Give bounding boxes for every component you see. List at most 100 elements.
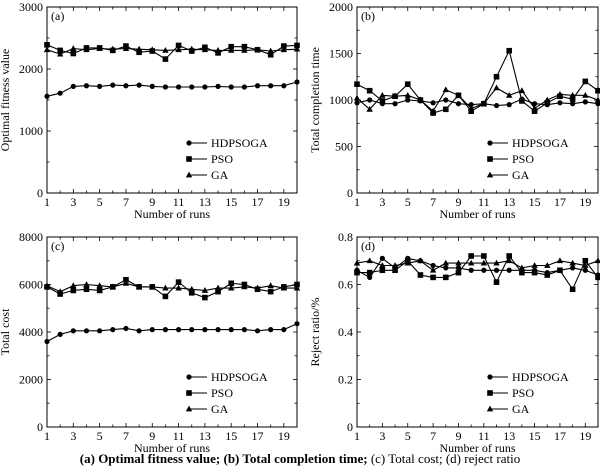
data-point bbox=[468, 253, 474, 259]
x-tick-label: 1 bbox=[354, 195, 360, 209]
data-point bbox=[519, 98, 525, 104]
data-point bbox=[443, 265, 449, 271]
data-point bbox=[96, 287, 103, 294]
x-tick-label: 15 bbox=[529, 195, 541, 209]
data-point bbox=[149, 46, 156, 53]
data-point bbox=[493, 84, 500, 91]
data-point bbox=[506, 102, 512, 108]
series-line bbox=[46, 282, 297, 293]
data-point bbox=[582, 78, 589, 85]
x-tick-label: 5 bbox=[97, 429, 103, 443]
data-point bbox=[293, 284, 301, 291]
data-point bbox=[57, 331, 63, 337]
data-point bbox=[391, 262, 399, 268]
x-tick-label: 15 bbox=[529, 429, 541, 443]
data-point bbox=[96, 282, 103, 289]
data-point bbox=[228, 84, 234, 90]
data-point bbox=[241, 47, 248, 53]
data-point bbox=[404, 91, 411, 98]
legend: HDPSOGA PSO GA bbox=[185, 136, 268, 182]
x-tick-label: 1 bbox=[44, 195, 50, 209]
data-point bbox=[43, 282, 51, 289]
series-pso bbox=[354, 47, 600, 116]
data-point bbox=[189, 84, 195, 90]
x-tick-label: 3 bbox=[379, 195, 385, 209]
y-tick-label: 1500 bbox=[329, 47, 353, 61]
data-point bbox=[280, 46, 288, 53]
data-point bbox=[430, 274, 436, 281]
data-point bbox=[70, 328, 76, 334]
y-axis-label: Reject ratio/% bbox=[308, 298, 322, 367]
data-point bbox=[468, 108, 474, 114]
data-point bbox=[506, 253, 513, 259]
data-point bbox=[367, 274, 373, 280]
x-tick-label: 13 bbox=[503, 195, 515, 209]
data-point bbox=[162, 284, 169, 291]
data-point bbox=[531, 269, 538, 276]
data-point bbox=[175, 42, 182, 49]
series-line bbox=[46, 323, 298, 342]
data-point bbox=[493, 259, 500, 266]
data-point bbox=[518, 87, 526, 94]
data-point bbox=[429, 266, 437, 273]
series-hdpsoga bbox=[354, 96, 600, 109]
data-point bbox=[391, 92, 399, 99]
data-point bbox=[96, 45, 103, 51]
data-point bbox=[557, 267, 563, 274]
data-point bbox=[123, 276, 129, 283]
x-tick-label: 3 bbox=[70, 429, 76, 443]
data-point bbox=[582, 91, 589, 98]
data-point bbox=[109, 283, 116, 290]
data-point bbox=[97, 83, 103, 89]
series-hdpsoga bbox=[354, 255, 600, 280]
y-axis-label: Optimal fitness value bbox=[0, 49, 12, 152]
x-tick-label: 9 bbox=[149, 429, 155, 443]
data-point bbox=[430, 262, 436, 269]
figure-caption: (a) Optimal fitness value; (b) Total com… bbox=[0, 451, 600, 467]
y-tick-label: 1000 bbox=[19, 124, 43, 138]
data-point bbox=[281, 43, 287, 49]
series-pso bbox=[44, 276, 300, 301]
data-point bbox=[189, 327, 195, 333]
data-point bbox=[493, 267, 500, 273]
data-point bbox=[228, 43, 235, 50]
data-point bbox=[268, 327, 274, 333]
legend-label: PSO bbox=[512, 152, 534, 166]
x-tick-label: 11 bbox=[173, 195, 185, 209]
data-point bbox=[294, 42, 300, 49]
data-point bbox=[215, 288, 221, 295]
panel-label: (b) bbox=[361, 9, 375, 23]
x-tick-label: 5 bbox=[405, 195, 411, 209]
data-point bbox=[595, 101, 600, 107]
x-tick-label: 17 bbox=[252, 195, 264, 209]
data-point bbox=[417, 257, 424, 264]
data-point bbox=[442, 259, 449, 266]
data-point bbox=[281, 83, 287, 89]
data-point bbox=[268, 83, 274, 89]
data-point bbox=[518, 264, 526, 271]
x-tick-label: 7 bbox=[430, 195, 436, 209]
data-point bbox=[366, 87, 373, 94]
data-point bbox=[56, 288, 64, 295]
legend-marker bbox=[487, 140, 493, 146]
data-point bbox=[241, 43, 248, 50]
data-point bbox=[442, 274, 449, 281]
x-axis-label: Number of runs bbox=[440, 207, 516, 221]
data-point bbox=[162, 84, 169, 90]
legend-label: GA bbox=[211, 168, 229, 182]
panel-label: (a) bbox=[51, 9, 64, 23]
data-point bbox=[136, 82, 142, 88]
data-point bbox=[354, 269, 360, 276]
data-point bbox=[162, 47, 169, 53]
x-tick-label: 9 bbox=[149, 195, 155, 209]
data-point bbox=[122, 45, 130, 51]
y-tick-label: 2000 bbox=[19, 373, 43, 387]
data-point bbox=[379, 255, 385, 261]
data-point bbox=[228, 284, 235, 291]
data-point bbox=[201, 46, 209, 53]
x-axis-label: Number of runs bbox=[134, 441, 210, 455]
data-point bbox=[556, 257, 564, 264]
data-point bbox=[202, 327, 208, 333]
